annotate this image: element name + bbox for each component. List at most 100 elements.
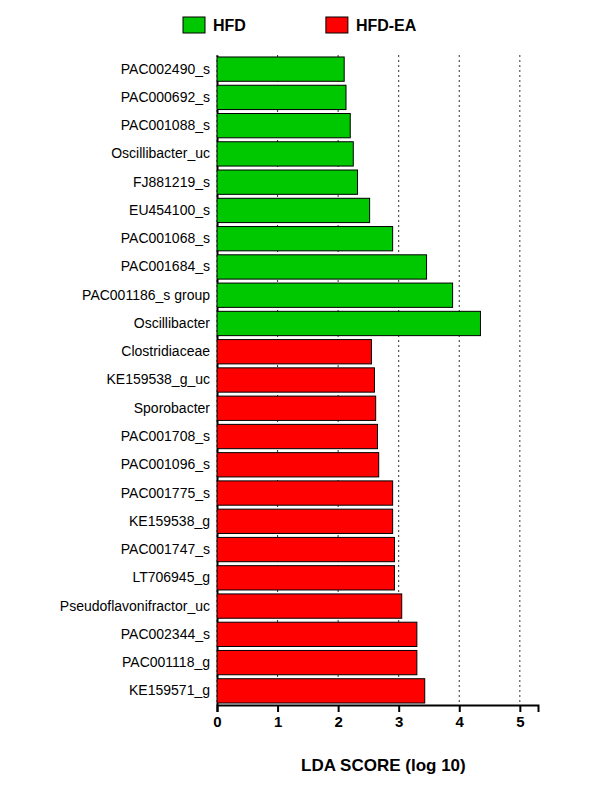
- x-tick-mark: [277, 705, 279, 712]
- y-tick: PAC001684_s: [121, 258, 217, 274]
- y-tick: KE159538_g_uc: [106, 371, 217, 387]
- bar: [217, 142, 353, 166]
- category-label: PAC001068_s: [121, 230, 210, 246]
- x-tick-label: 3: [395, 713, 403, 730]
- grid-line: [459, 55, 460, 705]
- x-tick-label: 2: [334, 713, 342, 730]
- y-tick: Oscillibacter: [134, 315, 217, 331]
- bar: [217, 453, 379, 477]
- bar: [217, 622, 417, 646]
- x-tick: 1: [274, 705, 282, 730]
- y-tick: PAC002344_s: [121, 626, 217, 642]
- category-label: PAC000692_s: [121, 89, 210, 105]
- category-label: Clostridiaceae: [121, 343, 210, 359]
- bar: [217, 368, 374, 392]
- category-label: PAC001708_s: [121, 428, 210, 444]
- category-label: Oscillibacter: [134, 315, 211, 331]
- bar: [217, 170, 358, 194]
- y-tick: Clostridiaceae: [121, 343, 217, 359]
- category-label: Sporobacter: [134, 400, 211, 416]
- x-tick-mark: [519, 705, 521, 712]
- category-label: LT706945_g: [132, 569, 210, 585]
- category-label: PAC001088_s: [121, 117, 210, 133]
- category-label: PAC001118_g: [122, 654, 210, 670]
- legend-label: HFD: [213, 17, 246, 34]
- y-tick: PAC001096_s: [121, 456, 217, 472]
- bar: [217, 114, 350, 138]
- legend-item: HFD: [183, 17, 246, 34]
- legend-item: HFD-EA: [326, 17, 417, 34]
- bar: [217, 481, 393, 505]
- category-label: PAC001684_s: [121, 258, 210, 274]
- x-tick: 0: [213, 705, 221, 730]
- plot: PAC002490_s PAC000692_s PAC001088_s Oscilli…: [60, 55, 539, 730]
- y-tick: PAC001186_s group: [82, 287, 217, 303]
- bar: [217, 85, 346, 109]
- bar: [217, 57, 344, 81]
- bar: [217, 255, 427, 279]
- x-tick-label: 5: [516, 713, 524, 730]
- y-tick: PAC001775_s: [121, 485, 217, 501]
- bar: [217, 396, 376, 420]
- category-label: KE159571_g: [129, 682, 210, 698]
- x-tick-mark: [459, 705, 461, 712]
- x-tick-mark: [217, 705, 219, 712]
- bar: [217, 566, 394, 590]
- bar: [217, 650, 417, 674]
- x-tick: 2: [334, 705, 342, 730]
- category-label: Pseudoflavonifractor_uc: [60, 598, 210, 614]
- x-axis-title: LDA SCORE (log 10): [301, 756, 466, 775]
- category-label: PAC001096_s: [121, 456, 210, 472]
- x-tick-label: 0: [213, 713, 221, 730]
- category-label: PAC001186_s group: [82, 287, 210, 303]
- y-tick: PAC001747_s: [121, 541, 217, 557]
- x-tick-label: 4: [456, 713, 465, 730]
- y-axis: PAC002490_s PAC000692_s PAC001088_s Oscilli…: [60, 56, 218, 706]
- y-tick: PAC001068_s: [121, 230, 217, 246]
- legend: HFD HFD-EA: [183, 17, 417, 34]
- bar: [217, 594, 402, 618]
- category-label: PAC001775_s: [121, 485, 210, 501]
- y-tick: KE159538_g: [129, 513, 217, 529]
- x-tick-label: 1: [274, 713, 282, 730]
- bar: [217, 509, 393, 533]
- category-label: KE159538_g_uc: [106, 371, 210, 387]
- x-tick-mark: [398, 705, 400, 712]
- bars: [217, 57, 480, 703]
- y-tick: PAC001118_g: [122, 654, 217, 670]
- bar: [217, 311, 480, 335]
- y-tick: Oscillibacter_uc: [111, 145, 217, 161]
- y-tick: EU454100_s: [129, 202, 217, 218]
- bar: [217, 283, 453, 307]
- legend-swatch: [326, 17, 348, 33]
- category-label: PAC002344_s: [121, 626, 210, 642]
- bar: [217, 227, 393, 251]
- y-tick: KE159571_g: [129, 682, 217, 698]
- y-tick: FJ881219_s: [133, 174, 217, 190]
- y-tick: PAC001088_s: [121, 117, 217, 133]
- x-axis: 0 1 2 3 4 5: [213, 705, 538, 730]
- x-tick: 5: [516, 705, 524, 730]
- category-label: EU454100_s: [129, 202, 210, 218]
- grid-line: [519, 55, 520, 705]
- category-label: KE159538_g: [129, 513, 210, 529]
- chart: PAC002490_s PAC000692_s PAC001088_s Oscilli…: [0, 0, 597, 789]
- bar: [217, 198, 370, 222]
- y-tick: LT706945_g: [132, 569, 217, 585]
- category-label: PAC002490_s: [121, 61, 210, 77]
- grid: [217, 55, 520, 705]
- x-tick: 4: [456, 705, 465, 730]
- bar: [217, 424, 378, 448]
- y-tick: Pseudoflavonifractor_uc: [60, 598, 217, 614]
- bar: [217, 679, 425, 703]
- bar: [217, 340, 371, 364]
- bar: [217, 537, 394, 561]
- category-label: PAC001747_s: [121, 541, 210, 557]
- y-tick: PAC001708_s: [121, 428, 217, 444]
- y-tick: PAC000692_s: [121, 89, 217, 105]
- x-tick: 3: [395, 705, 403, 730]
- category-label: Oscillibacter_uc: [111, 145, 210, 161]
- y-tick: Sporobacter: [134, 400, 217, 416]
- x-tick-mark: [338, 705, 340, 712]
- y-tick: PAC002490_s: [121, 61, 217, 77]
